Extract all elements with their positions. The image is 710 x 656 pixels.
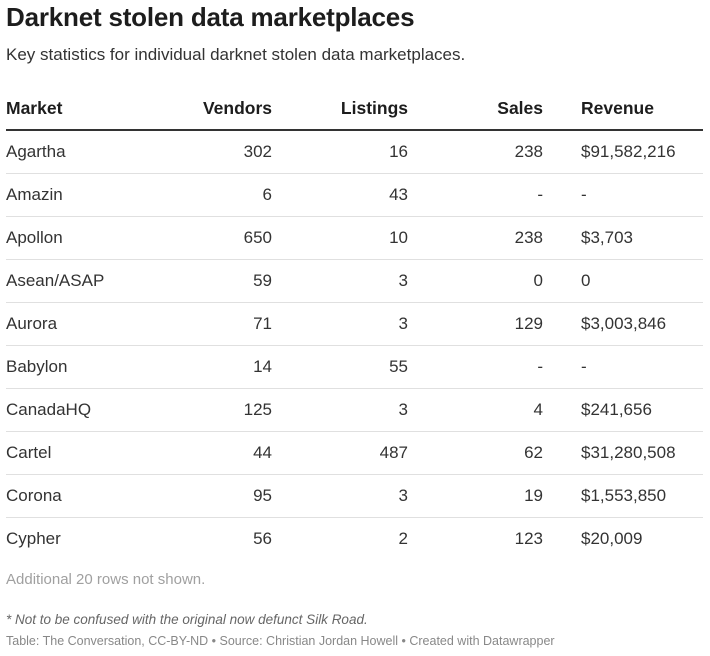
cell-sales: 19 [408,474,543,518]
table-header-row: Market Vendors Listings Sales Revenue [6,87,703,131]
cell-sales: 4 [408,388,543,432]
source-credit: Table: The Conversation, CC-BY-ND • Sour… [6,634,555,648]
cell-revenue: - [543,345,703,389]
cell-revenue: $3,703 [543,216,703,260]
cell-market: Cartel [6,431,166,475]
table-row: Cartel 44 487 62 $31,280,508 [6,431,703,475]
marketplaces-table: Market Vendors Listings Sales Revenue Ag… [6,87,703,560]
column-header-market[interactable]: Market [6,87,166,131]
cell-sales: 123 [514,529,543,548]
cell-market: CanadaHQ [6,388,166,432]
cell-market: Corona [6,474,166,518]
cell-vendors: 95 [166,474,272,518]
cell-revenue: $20,009 [581,529,643,548]
cell-vendors: 71 [166,302,272,346]
cell-revenue: 0 [543,259,703,303]
cell-revenue: $241,656 [543,388,703,432]
cell-listings: 3 [272,259,408,303]
table-row: Amazin 6 43 - - [6,173,703,217]
cell-sales: 0 [408,259,543,303]
cell-vendors: 56 [253,529,272,548]
cell-market: Babylon [6,345,166,389]
cell-revenue: $1,553,850 [543,474,703,518]
cell-market: Asean/ASAP [6,259,166,303]
column-header-vendors[interactable]: Vendors [166,87,272,131]
cell-market: Amazin [6,173,166,217]
table-row: Agartha 302 16 238 $91,582,216 [6,130,703,174]
cell-sales: 238 [408,216,543,260]
cell-market: Apollon [6,216,166,260]
cell-sales: 62 [408,431,543,475]
cell-listings: 55 [272,345,408,389]
cell-listings: 3 [272,388,408,432]
cell-vendors: 6 [166,173,272,217]
table-row: Asean/ASAP 59 3 0 0 [6,259,703,303]
column-header-revenue[interactable]: Revenue [543,87,703,131]
cell-sales: - [408,173,543,217]
cell-listings: 16 [272,130,408,174]
cell-revenue: $91,582,216 [543,130,703,174]
cell-listings: 10 [272,216,408,260]
column-header-listings[interactable]: Listings [272,87,408,131]
cell-listings: 3 [272,474,408,518]
cell-revenue: $3,003,846 [543,302,703,346]
more-rows-note: Additional 20 rows not shown. [6,571,206,588]
cell-vendors: 302 [166,130,272,174]
cell-sales: - [408,345,543,389]
cell-market: Aurora [6,302,166,346]
cell-vendors: 44 [166,431,272,475]
cell-vendors: 59 [166,259,272,303]
cell-vendors: 125 [166,388,272,432]
cell-listings: 487 [272,431,408,475]
cell-listings: 2 [398,529,408,548]
cell-market: Agartha [6,130,166,174]
cell-revenue: - [543,173,703,217]
cell-listings: 3 [272,302,408,346]
cell-sales: 238 [408,130,543,174]
table-row: CanadaHQ 125 3 4 $241,656 [6,388,703,432]
cell-sales: 129 [408,302,543,346]
cell-revenue: $31,280,508 [543,431,703,475]
page-title: Darknet stolen data marketplaces [6,2,415,32]
table-row: Apollon 650 10 238 $3,703 [6,216,703,260]
cell-market: Cypher [6,529,61,548]
table-row: Corona 95 3 19 $1,553,850 [6,474,703,518]
cell-vendors: 14 [166,345,272,389]
cell-vendors: 650 [166,216,272,260]
cell-listings: 43 [272,173,408,217]
table-row: Aurora 71 3 129 $3,003,846 [6,302,703,346]
page-subtitle: Key statistics for individual darknet st… [6,45,466,64]
table-row: Cypher 56 2 123 $20,009 [6,518,703,561]
column-header-sales[interactable]: Sales [408,87,543,131]
footnote: * Not to be confused with the original n… [6,612,368,627]
table-row: Babylon 14 55 - - [6,345,703,389]
